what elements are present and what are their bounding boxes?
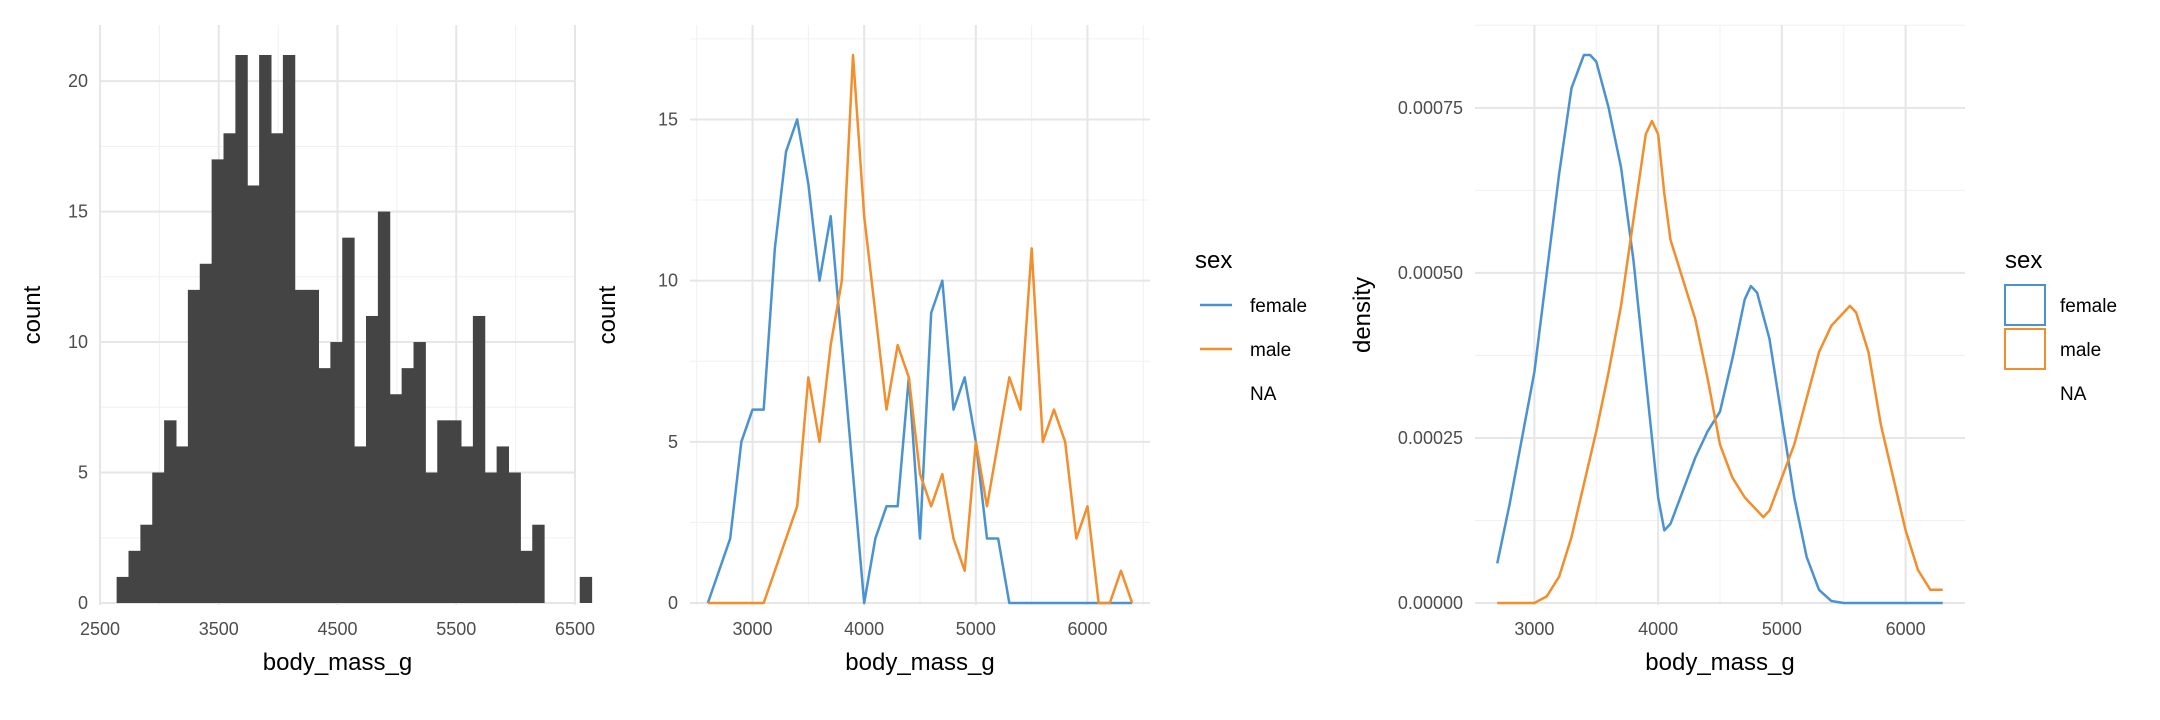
legend-entry-NA: NA — [2060, 384, 2087, 405]
histogram-bar — [532, 524, 545, 603]
y-tick-label: 5 — [78, 463, 88, 483]
histogram-bar — [449, 420, 462, 603]
legend-entry-NA: NA — [1250, 384, 1277, 405]
legend-key-female — [2004, 284, 2046, 326]
histogram-bar — [401, 368, 414, 603]
series-line-female — [1496, 53, 1943, 605]
histogram-bar — [259, 55, 272, 603]
histogram-bar — [342, 237, 355, 603]
histogram-bar — [116, 576, 129, 603]
x-axis-title: body_mass_g — [263, 649, 412, 676]
legend-entry-male: male — [2060, 340, 2101, 361]
legend-entry-female: female — [2060, 296, 2117, 317]
y-tick-label: 0 — [668, 593, 678, 613]
x-tick-label: 5500 — [436, 619, 476, 639]
histogram-bar — [199, 263, 213, 603]
histogram-bar — [437, 420, 450, 603]
y-axis-title: density — [1349, 277, 1376, 353]
histogram-bar — [306, 289, 319, 603]
y-tick-label: 10 — [658, 271, 678, 291]
legend-entry-male: male — [1250, 340, 1291, 361]
x-tick-label: 5000 — [1762, 619, 1802, 639]
y-tick-label: 5 — [668, 432, 678, 452]
x-tick-label: 5000 — [956, 619, 996, 639]
histogram-bar — [354, 446, 367, 603]
histogram-bar — [176, 446, 189, 603]
histogram-bar — [389, 394, 403, 603]
x-tick-label: 6500 — [555, 619, 595, 639]
histogram-bar — [164, 420, 177, 603]
histogram-bar — [366, 315, 379, 603]
x-axis-title: body_mass_g — [845, 649, 994, 676]
histogram-bar — [152, 472, 165, 603]
histogram-bar — [472, 315, 486, 603]
histogram-bar — [579, 576, 593, 603]
x-tick-label: 4000 — [1638, 619, 1678, 639]
y-tick-label: 15 — [68, 202, 88, 222]
histogram-bar — [247, 185, 260, 603]
histogram-bar — [235, 55, 248, 603]
x-tick-label: 3000 — [733, 619, 773, 639]
histogram-bar — [140, 524, 153, 603]
histogram-bar — [318, 368, 331, 603]
y-tick-label: 0.00050 — [1398, 263, 1463, 283]
legend-title: sex — [1195, 247, 1232, 274]
y-axis-title: count — [594, 285, 621, 344]
legend-key-male — [2004, 328, 2046, 370]
x-tick-label: 6000 — [1067, 619, 1107, 639]
histogram-panel: 2500 3500 4500 5500 6500 0 5 10 15 20 body_mass_g c… — [19, 25, 595, 676]
histogram-bar — [496, 446, 509, 603]
x-tick-label: 3500 — [199, 619, 239, 639]
y-tick-label: 0.00025 — [1398, 428, 1463, 448]
x-axis-title: body_mass_g — [1645, 649, 1794, 676]
x-tick-label: 3000 — [1514, 619, 1554, 639]
y-axis-title: count — [19, 285, 46, 344]
y-tick-label: 20 — [68, 71, 88, 91]
histogram-bar — [330, 342, 343, 603]
x-tick-label: 4500 — [317, 619, 357, 639]
histogram-bar — [187, 289, 201, 603]
x-tick-label: 2500 — [80, 619, 120, 639]
histogram-bar — [211, 159, 224, 603]
histogram-bar — [520, 550, 533, 603]
y-tick-label: 15 — [658, 109, 678, 129]
x-tick-label: 4000 — [844, 619, 884, 639]
legend-title: sex — [2005, 247, 2042, 274]
series-line-female — [706, 118, 1133, 605]
histogram-bar — [282, 55, 296, 603]
density-panel: 3000 4000 5000 6000 0.00000 0.00025 0.00050 0.0… — [1349, 24, 2117, 676]
histogram-bar — [294, 289, 308, 603]
histogram-bar — [425, 472, 438, 603]
x-tick-label: 6000 — [1886, 619, 1926, 639]
y-tick-label: 0.00075 — [1398, 98, 1463, 118]
y-tick-label: 0 — [78, 593, 88, 613]
histogram-bar — [271, 133, 284, 604]
histogram-bar — [484, 472, 498, 603]
frequency-polygon-panel: 3000 4000 5000 6000 0 5 10 15 body_mass_g count se… — [594, 25, 1307, 676]
histogram-bar — [413, 342, 426, 603]
legend-entry-female: female — [1250, 296, 1307, 317]
series-line-male — [707, 53, 1134, 605]
histogram-bar — [223, 133, 236, 604]
y-tick-label: 10 — [68, 332, 88, 352]
series-line-male — [1497, 119, 1943, 605]
histogram-bar — [128, 550, 141, 603]
histogram-bar — [377, 211, 391, 604]
histogram-bar — [461, 446, 474, 603]
histogram-bar — [508, 472, 521, 603]
y-tick-label: 0.00000 — [1398, 593, 1463, 613]
